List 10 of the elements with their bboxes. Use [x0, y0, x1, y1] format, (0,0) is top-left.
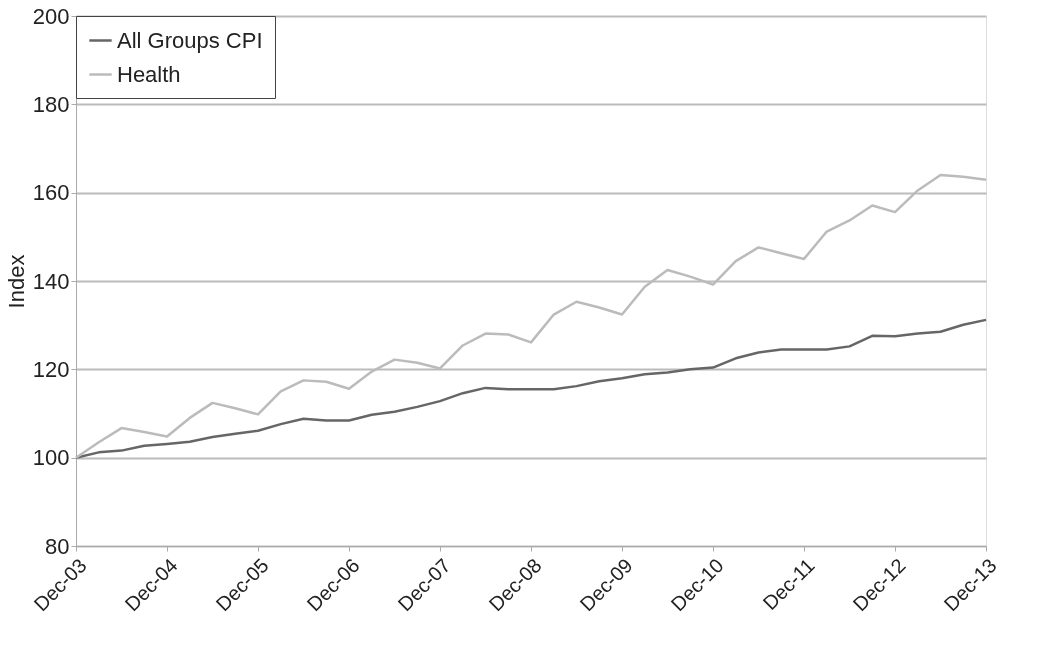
- y-tick-label: 140: [32, 268, 70, 294]
- legend-label: Health: [117, 61, 181, 87]
- y-tick-label: 120: [32, 356, 70, 382]
- y-tick-label: 160: [32, 180, 70, 206]
- y-tick-label: 80: [45, 533, 70, 559]
- y-tick-label: 100: [32, 445, 70, 471]
- y-axis-title: Index: [3, 254, 29, 309]
- y-tick-label: 200: [32, 3, 70, 29]
- legend-label: All Groups CPI: [117, 27, 263, 53]
- y-tick-label: 180: [32, 91, 70, 117]
